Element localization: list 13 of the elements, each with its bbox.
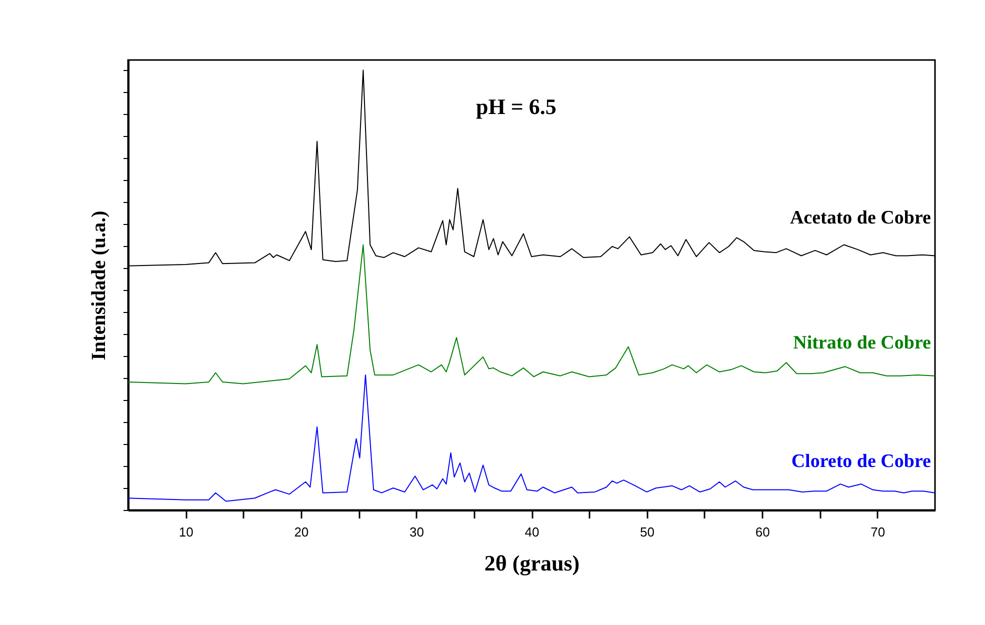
x-tick-label: 30 (409, 524, 424, 540)
x-tick-label: 70 (870, 524, 886, 540)
series-label: Acetato de Cobre (790, 208, 931, 229)
annotation: pH = 6.5 (476, 94, 556, 119)
x-axis-title: 2θ (graus) (484, 550, 580, 576)
y-axis-title: Intensidade (u.a.) (88, 210, 110, 360)
x-tick-label: 10 (178, 524, 194, 540)
x-tick-label: 20 (294, 524, 309, 540)
x-tick-label: 40 (524, 524, 540, 540)
series-label: Nitrato de Cobre (793, 332, 931, 354)
x-tick-label: 50 (640, 524, 655, 540)
x-tick-label: 60 (755, 524, 770, 540)
series-label: Cloreto de Cobre (791, 450, 931, 472)
